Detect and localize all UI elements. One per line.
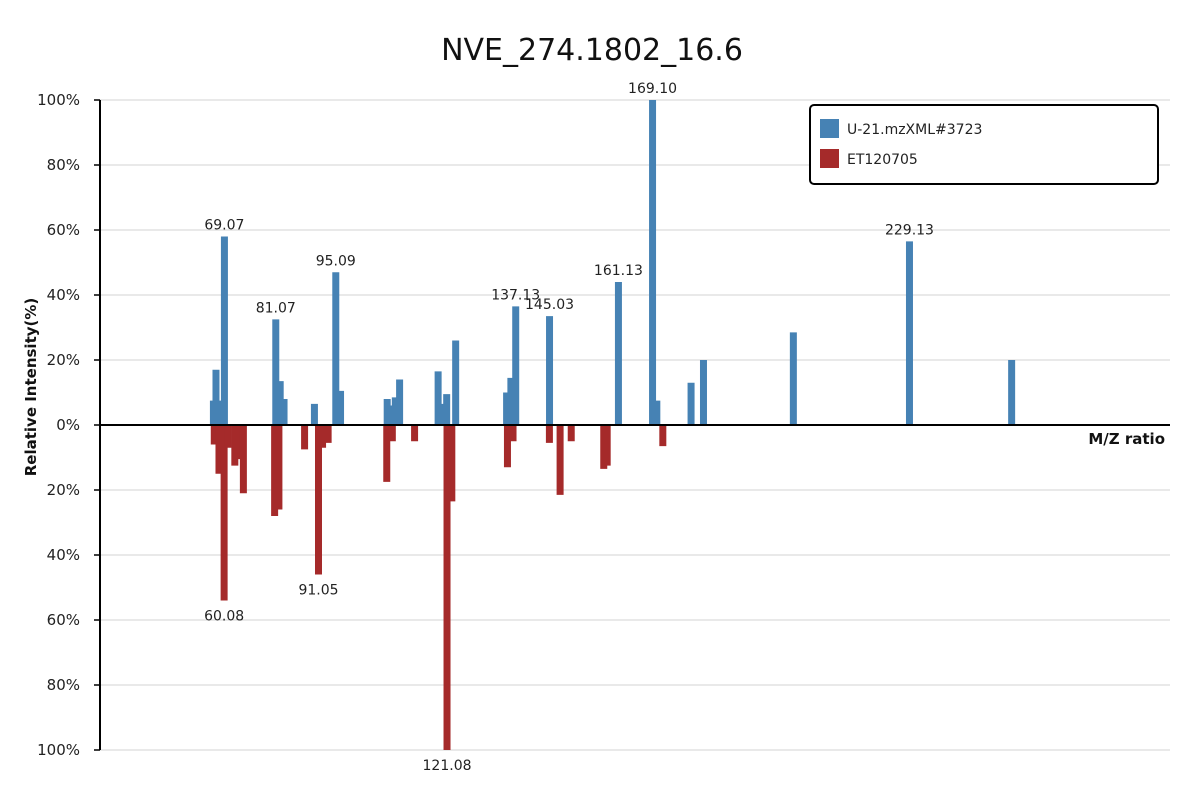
- peak-bar: [411, 425, 419, 442]
- peak-bar: [452, 340, 460, 425]
- peak-bar: [319, 425, 327, 448]
- bars: [209, 100, 1016, 750]
- peak-bar: [391, 397, 399, 425]
- peak-bar: [383, 399, 391, 425]
- peak-bar: [1008, 360, 1016, 425]
- peak-bar: [210, 425, 218, 445]
- peak-bar: [443, 425, 451, 750]
- series-2: [210, 425, 667, 750]
- legend-label-series-1: U-21.mzXML#3723: [847, 122, 982, 138]
- chart-title: NVE_274.1802_16.6: [441, 33, 743, 68]
- legend-label-series-2: ET120705: [847, 152, 918, 168]
- y-tick-label: 60%: [47, 221, 80, 239]
- y-tick-label: 40%: [47, 286, 80, 304]
- peak-bar: [434, 371, 442, 425]
- peak-bar: [443, 394, 451, 425]
- peak-bar: [438, 403, 446, 425]
- peak-bar: [649, 100, 657, 425]
- peak-bar: [332, 272, 340, 425]
- peak-bar: [545, 425, 553, 443]
- peak-bar: [220, 236, 228, 425]
- peak-label: 137.13: [491, 287, 540, 303]
- legend: U-21.mzXML#3723 ET120705: [809, 104, 1159, 185]
- legend-box: [809, 104, 1159, 185]
- peak-bar: [324, 425, 332, 443]
- axes: [99, 100, 1170, 750]
- peak-bar: [271, 425, 279, 516]
- peak-bar: [215, 425, 223, 474]
- peak-bar: [507, 377, 515, 425]
- peak-bar: [659, 425, 667, 447]
- y-tick-label: 100%: [37, 91, 80, 109]
- peak-bar: [699, 360, 707, 425]
- peak-bar: [614, 282, 622, 425]
- peak-label: 81.07: [256, 300, 296, 316]
- legend-swatch-series-1: [820, 119, 839, 138]
- peak-bar: [239, 425, 247, 494]
- peak-label: 91.05: [298, 583, 338, 599]
- peak-bar: [301, 425, 309, 450]
- peak-bar: [396, 379, 404, 425]
- peak-bar: [503, 392, 511, 425]
- y-tick-label: 20%: [47, 481, 80, 499]
- y-tick-label: 20%: [47, 351, 80, 369]
- peak-bar: [388, 425, 396, 442]
- peak-bar: [512, 306, 520, 425]
- peak-bar: [567, 425, 575, 442]
- peak-label: 169.10: [628, 81, 677, 97]
- peak-bar: [383, 425, 391, 482]
- peak-bar: [546, 316, 554, 425]
- peak-bar: [509, 425, 517, 442]
- peak-bar: [337, 390, 345, 425]
- peak-bar: [789, 332, 797, 425]
- x-axis-label: M/Z ratio: [1088, 430, 1165, 448]
- peak-label: 229.13: [885, 222, 934, 238]
- peak-bar: [314, 425, 322, 575]
- peak-label: 60.08: [204, 609, 244, 625]
- peak-labels: 169.10 69.07 229.13 95.09 161.13 137.13145.03…: [204, 81, 934, 774]
- peak-bar: [280, 399, 288, 425]
- y-tick-label: 100%: [37, 741, 80, 759]
- peak-label: 161.13: [594, 263, 643, 279]
- y-axis-ticks: 100% 80% 60% 40% 20% 0% 20% 40% 60% 80% 100%: [37, 91, 100, 759]
- peak-bar: [905, 241, 913, 425]
- peak-bar: [236, 425, 244, 460]
- peak-bar: [212, 369, 220, 425]
- y-tick-label: 80%: [47, 676, 80, 694]
- y-tick-label: 0%: [56, 416, 80, 434]
- y-tick-label: 40%: [47, 546, 80, 564]
- peak-bar: [272, 319, 280, 425]
- peak-bar: [276, 381, 284, 425]
- peak-label: 95.09: [316, 253, 356, 269]
- peak-label: 145.03: [525, 297, 574, 313]
- y-tick-label: 60%: [47, 611, 80, 629]
- peak-bar: [603, 425, 611, 466]
- peak-label: 121.08: [423, 758, 472, 774]
- peak-bar: [220, 425, 228, 601]
- peak-bar: [687, 382, 695, 425]
- peak-label: 69.07: [204, 218, 244, 234]
- peak-bar: [224, 425, 232, 448]
- y-tick-label: 80%: [47, 156, 80, 174]
- legend-swatch-series-2: [820, 149, 839, 168]
- peak-bar: [310, 403, 318, 425]
- series-1: [209, 100, 1016, 425]
- peak-bar: [503, 425, 511, 468]
- peak-bar: [653, 400, 661, 425]
- peak-bar: [275, 425, 283, 510]
- peak-bar: [556, 425, 564, 495]
- peak-bar: [448, 425, 456, 502]
- y-axis-label: Relative Intensity(%): [22, 298, 40, 477]
- peak-bar: [231, 425, 239, 466]
